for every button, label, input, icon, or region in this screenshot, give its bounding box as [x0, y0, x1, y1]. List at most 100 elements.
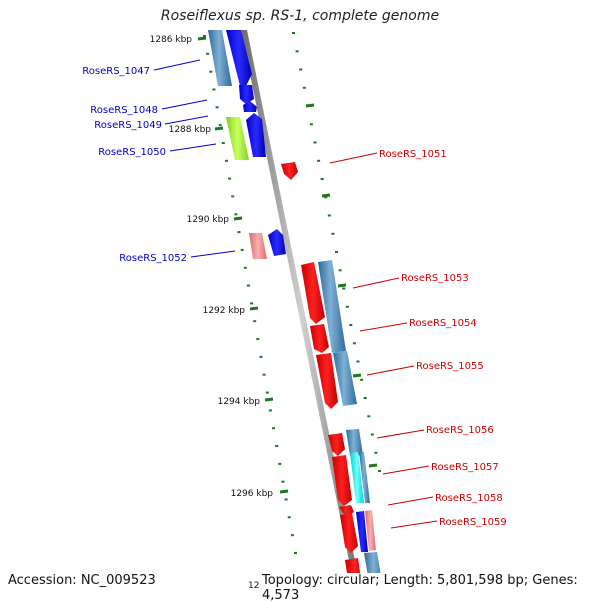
tick-dot [215, 106, 219, 109]
tick-dot [240, 248, 244, 251]
tick-dot [302, 86, 306, 89]
gene-1057-side[interactable] [359, 452, 370, 503]
gene-label-1049[interactable]: RoseRS_1049 [94, 120, 162, 131]
gene-label-1055[interactable]: RoseRS_1055 [416, 361, 484, 372]
tick-dot [275, 445, 279, 447]
tick-dot [253, 320, 257, 323]
gene-1055-outer[interactable] [316, 353, 338, 409]
tick-dot [228, 177, 232, 180]
tick-dot [221, 142, 225, 144]
gene-1050-inner[interactable] [246, 113, 266, 157]
gene-1050-outer[interactable] [226, 117, 249, 160]
gene-1053-inner[interactable] [318, 260, 346, 353]
gene-1059-pink[interactable] [365, 510, 376, 551]
clipped-tick-label: 12 [248, 581, 259, 591]
tick-dot [378, 470, 381, 472]
position-ticks: 1286 kbp 1288 kbp 1290 kbp 1292 kbp 1294… [150, 35, 378, 499]
tick-dot [313, 141, 317, 144]
tick-mark [352, 373, 362, 378]
tick-dot [338, 269, 342, 272]
gene-1059-outer[interactable] [340, 513, 358, 553]
gene-1047-outer[interactable] [208, 30, 232, 86]
tick-mark [197, 36, 207, 41]
gene-1059-blue[interactable] [356, 511, 368, 552]
tick-dot [349, 324, 353, 326]
forward-strand-genes [208, 30, 286, 259]
gene-1058[interactable] [339, 505, 354, 516]
gene-1056-inner[interactable] [346, 429, 363, 456]
gene-1052-inner[interactable] [268, 229, 286, 256]
tick-dot [225, 159, 228, 162]
tick-dot [317, 159, 321, 162]
tick-mark [337, 283, 347, 288]
gene-1055-inner[interactable] [333, 351, 357, 406]
gene-1053-outer[interactable] [301, 262, 325, 324]
tick-dot [345, 305, 349, 308]
tick-dot [352, 342, 356, 345]
tick-dot [212, 88, 216, 91]
tick-dot [259, 355, 263, 358]
tick-label: 1292 kbp [203, 306, 246, 316]
gene-1049[interactable] [243, 101, 257, 112]
tick-dot [287, 516, 291, 519]
gene-label-1057[interactable]: RoseRS_1057 [431, 462, 499, 473]
tick-dots-right [292, 32, 381, 472]
gene-1048[interactable] [239, 85, 254, 104]
tick-dot [268, 409, 272, 412]
tick-dots-left [203, 35, 297, 554]
gene-1057-outer[interactable] [332, 455, 352, 506]
gene-1054[interactable] [310, 324, 329, 353]
tick-dot [327, 214, 331, 217]
genome-stats-text: Topology: circular; Length: 5,801,598 bp… [262, 573, 600, 603]
tick-label: 1296 kbp [231, 489, 274, 499]
gene-label-1050[interactable]: RoseRS_1050 [98, 147, 166, 158]
tick-mark [233, 216, 243, 221]
tick-dot [309, 123, 313, 126]
gene-label-1056[interactable]: RoseRS_1056 [426, 425, 494, 436]
label-leader-lines [153, 59, 438, 529]
gene-label-1048[interactable]: RoseRS_1048 [90, 105, 158, 116]
tick-mark [279, 489, 289, 494]
tick-dot [256, 338, 260, 341]
tick-dot [203, 35, 206, 37]
gene-label-1052[interactable]: RoseRS_1052 [119, 253, 187, 264]
gene-1047-inner[interactable] [226, 30, 252, 86]
gene-1056-outer[interactable] [328, 433, 345, 456]
tick-dot [335, 251, 338, 253]
tick-mark [305, 103, 315, 108]
genome-title: Roseiflexus sp. RS-1, complete genome [160, 8, 440, 24]
tick-dot [278, 462, 282, 465]
tick-label: 1290 kbp [187, 215, 230, 225]
tick-dot [331, 232, 335, 235]
gene-label-1051[interactable]: RoseRS_1051 [379, 149, 447, 160]
tick-mark [264, 397, 274, 402]
gene-label-1047[interactable]: RoseRS_1047 [82, 66, 150, 77]
gene-1051[interactable] [281, 162, 298, 180]
tick-mark [214, 126, 224, 131]
accession-text: Accession: NC_009523 [8, 573, 156, 588]
tick-dot [363, 397, 367, 399]
tick-dot [367, 415, 371, 418]
gene-label-1058[interactable]: RoseRS_1058 [435, 493, 503, 504]
tick-dot [370, 433, 374, 436]
tick-dot [246, 284, 250, 287]
tick-dot [360, 378, 364, 381]
gene-1057-inner[interactable] [350, 452, 364, 503]
tick-dot [231, 195, 235, 198]
gene-label-1053[interactable]: RoseRS_1053 [401, 273, 469, 284]
tick-mark [368, 463, 378, 468]
gene-label-1054[interactable]: RoseRS_1054 [409, 318, 477, 329]
tick-dot [290, 534, 294, 537]
gene-1052-outer[interactable] [249, 233, 267, 259]
tick-label: 1286 kbp [150, 35, 193, 45]
tick-dot [292, 32, 295, 34]
tick-dot [374, 451, 378, 454]
reverse-strand-genes [281, 162, 385, 600]
tick-dot [284, 498, 288, 501]
tick-dot [342, 287, 346, 290]
tick-dot [320, 178, 324, 180]
tick-dot [272, 427, 275, 430]
gene-labels: RoseRS_1047 RoseRS_1048 RoseRS_1049 Rose… [82, 66, 506, 528]
gene-label-1059[interactable]: RoseRS_1059 [439, 517, 507, 528]
